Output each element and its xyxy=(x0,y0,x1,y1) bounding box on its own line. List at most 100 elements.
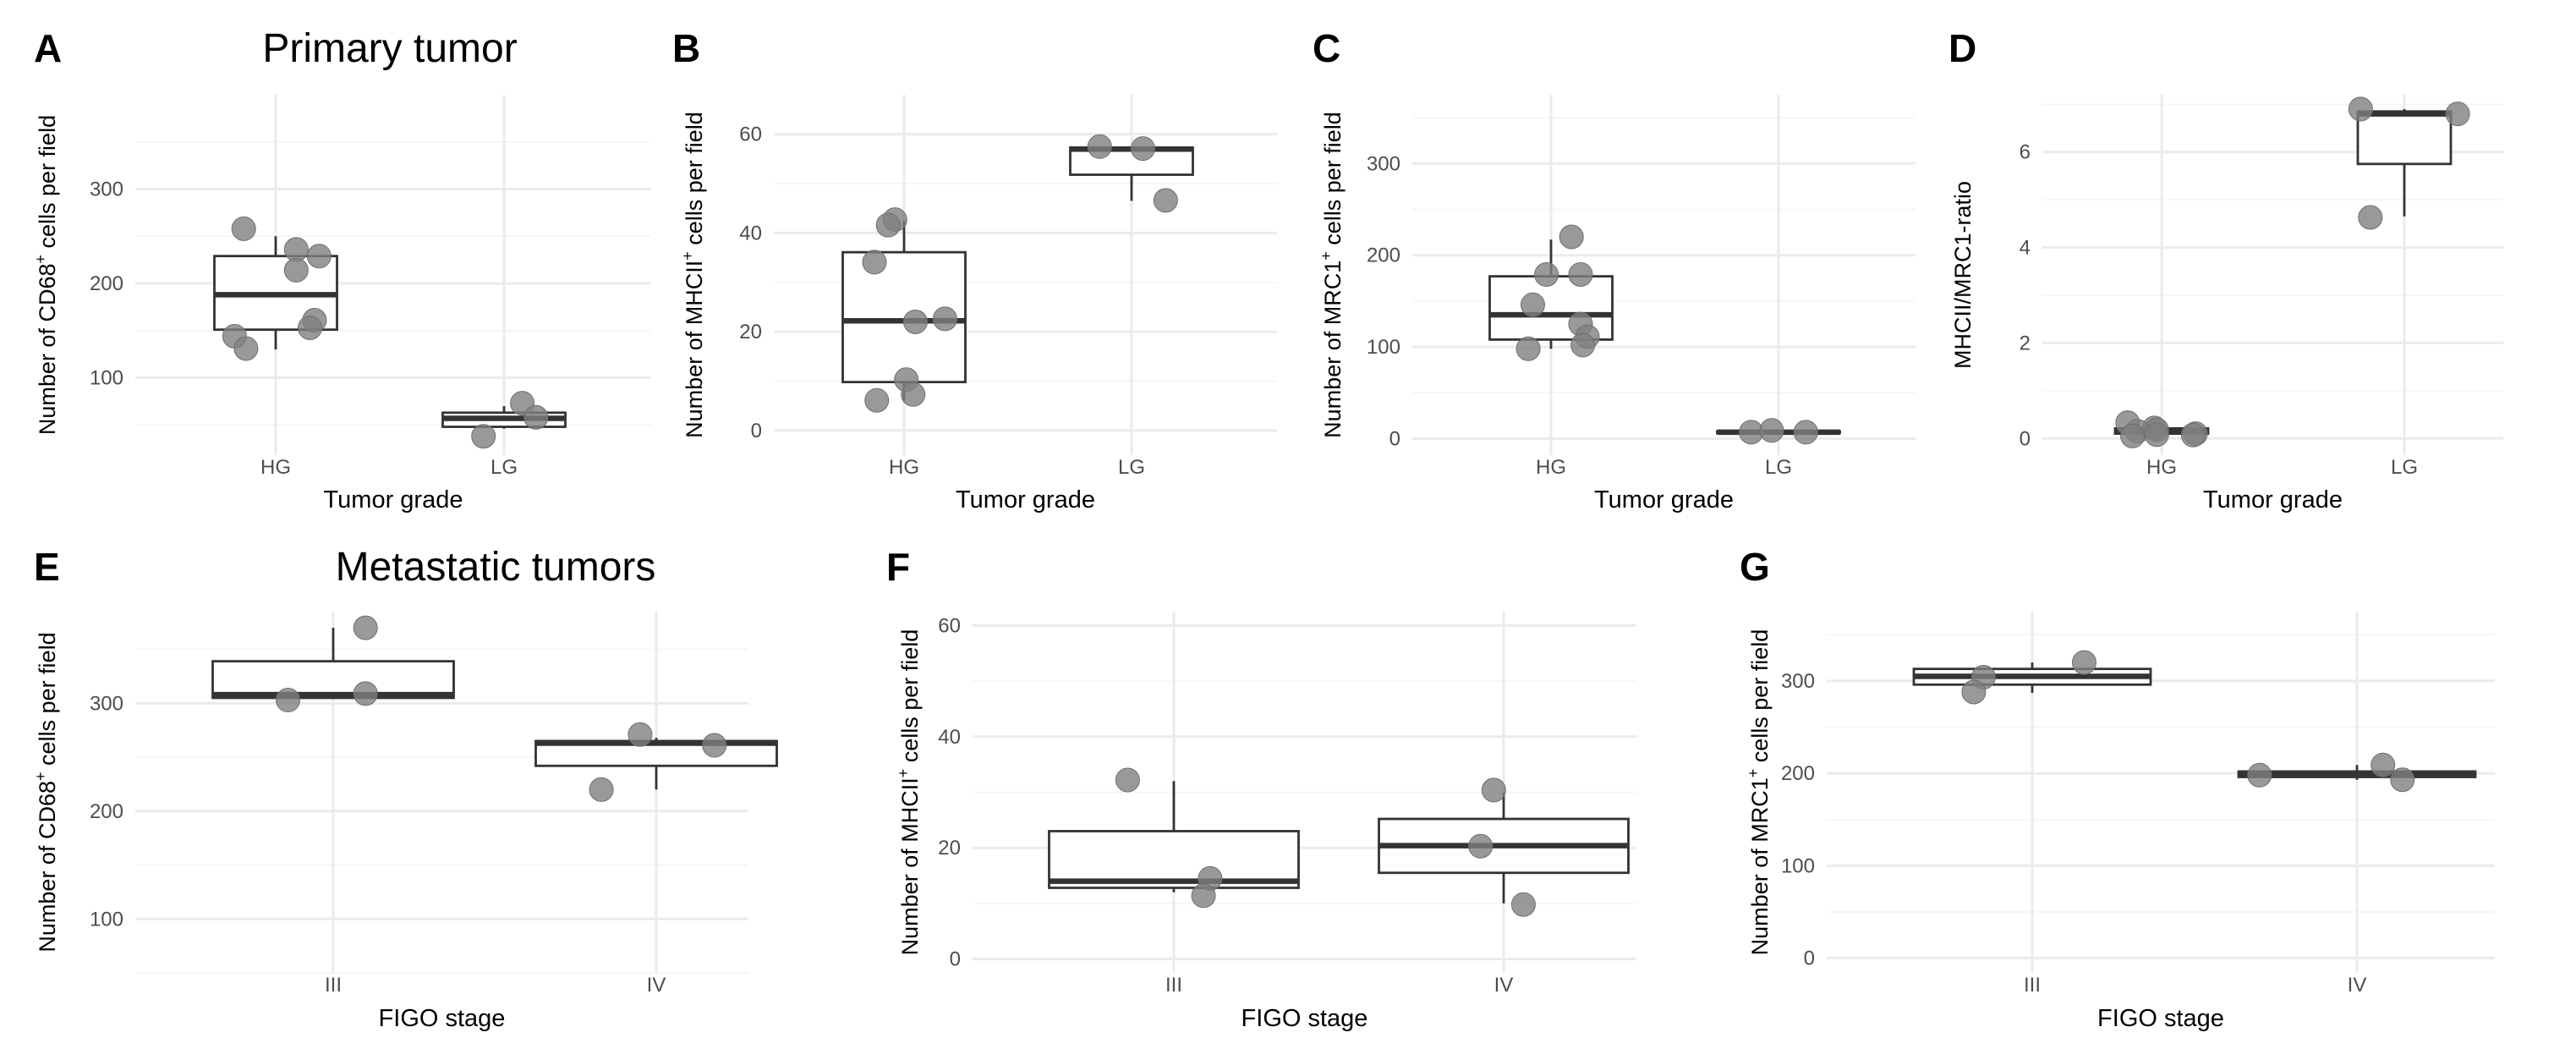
panel-letter-d: D xyxy=(1948,26,1976,70)
data-point xyxy=(283,257,309,283)
x-tick-label: HG xyxy=(260,456,291,479)
y-axis-label-suffix: cells per field xyxy=(1320,112,1346,251)
y-axis-label-text: MHCII/MRC1-ratio xyxy=(1950,181,1976,369)
y-tick-label: 0 xyxy=(1804,947,1815,970)
data-point xyxy=(1468,833,1494,859)
y-axis-label: Number of CD68+ cells per field xyxy=(32,632,60,952)
data-point xyxy=(1481,777,1506,803)
data-point xyxy=(628,722,653,747)
y-axis-label-suffix: cells per field xyxy=(35,115,60,255)
data-point xyxy=(2247,762,2272,788)
y-tick-label: 2 xyxy=(2020,332,2031,354)
panel-letter-f: F xyxy=(886,545,910,589)
y-axis-label-text: Number of MRC1 xyxy=(1320,261,1346,438)
data-point xyxy=(1570,332,1596,358)
data-point xyxy=(2358,205,2383,230)
data-point xyxy=(1961,679,1987,705)
y-axis-label: Number of MHCII+ cells per field xyxy=(679,112,707,438)
data-point xyxy=(1793,420,1818,445)
y-tick-label: 60 xyxy=(739,124,762,146)
x-tick-label: HG xyxy=(889,456,919,479)
x-tick-label: HG xyxy=(2146,456,2177,479)
y-axis-label-suffix: cells per field xyxy=(35,632,60,772)
data-point xyxy=(1191,883,1216,909)
y-tick-label: 100 xyxy=(1367,336,1400,359)
panel-letter-g: G xyxy=(1740,545,1770,589)
x-axis-label: FIGO stage xyxy=(1241,1005,1368,1032)
y-axis-label-text: Number of CD68 xyxy=(35,264,60,436)
data-point xyxy=(1153,188,1178,213)
x-tick-label: IV xyxy=(2348,974,2367,997)
y-tick-label: 300 xyxy=(90,692,123,715)
panel-letter-c: C xyxy=(1313,26,1340,70)
panel-f: 0 20 40 60 III IV F FIGO stage Number of MHCII+ … xyxy=(886,545,1636,1032)
y-axis-label-suffix: cells per field xyxy=(1747,629,1773,769)
panel-c: 0 100 200 300 HG LG C Tumor grade Number of MRC1… xyxy=(1313,26,1916,514)
data-point xyxy=(864,387,890,413)
data-point xyxy=(233,336,259,361)
panel-b: 0 20 40 60 HG LG B Tumor grade Number of MHCII+ … xyxy=(672,26,1277,514)
y-axis-label-superscript: + xyxy=(679,251,696,261)
y-tick-label: 200 xyxy=(1367,244,1400,267)
data-point xyxy=(2348,96,2373,122)
y-axis-label-text: Number of MHCII xyxy=(682,261,707,438)
data-point xyxy=(1510,892,1536,917)
y-tick-label: 100 xyxy=(90,908,123,931)
y-tick-label: 100 xyxy=(90,367,123,390)
y-tick-label: 40 xyxy=(739,222,762,244)
y-tick-label: 200 xyxy=(1781,762,1815,785)
data-point xyxy=(1130,136,1155,162)
data-point xyxy=(353,681,378,706)
metastatic-tumors-title: Metastatic tumors xyxy=(336,545,656,590)
data-point xyxy=(298,315,322,340)
data-point xyxy=(283,237,309,262)
x-axis-label: Tumor grade xyxy=(1594,486,1734,514)
y-tick-label: 200 xyxy=(90,272,123,295)
data-point xyxy=(2370,752,2396,777)
x-tick-label: LG xyxy=(1765,456,1792,479)
data-point xyxy=(901,382,926,407)
y-axis-label: MHCII/MRC1-ratio xyxy=(1950,181,1976,369)
y-tick-label: 4 xyxy=(2020,237,2031,260)
data-point xyxy=(353,615,378,640)
y-axis-label: Number of MHCII+ cells per field xyxy=(895,629,923,956)
y-axis-label-superscript: + xyxy=(1745,769,1762,778)
y-tick-label: 6 xyxy=(2020,141,2031,164)
y-tick-label: 0 xyxy=(950,948,961,971)
data-point xyxy=(1559,224,1584,250)
x-tick-label: HG xyxy=(1536,456,1566,479)
x-axis-label: Tumor grade xyxy=(324,486,463,514)
y-tick-label: 200 xyxy=(90,800,123,823)
panel-d: 0 2 4 6 HG LG D Tumor grade MHCII/MRC1-ratio xyxy=(1948,26,2503,514)
x-tick-label: IV xyxy=(647,974,666,997)
data-point xyxy=(902,309,928,334)
x-tick-label: LG xyxy=(2391,456,2418,479)
panel-a: 100 200 300 HG LG A Tumor grade Number of CD68+… xyxy=(32,26,651,514)
data-point xyxy=(1515,336,1541,361)
data-point xyxy=(862,250,887,275)
box-III xyxy=(1048,830,1300,889)
y-axis-label-suffix: cells per field xyxy=(897,629,923,769)
x-tick-label: III xyxy=(2024,974,2041,997)
data-point xyxy=(2144,422,2169,448)
box-III xyxy=(211,660,455,700)
data-point xyxy=(1534,261,1559,287)
y-tick-label: 20 xyxy=(938,837,961,860)
data-point xyxy=(1520,292,1545,317)
data-point xyxy=(231,216,256,241)
data-point xyxy=(1115,767,1140,793)
panel-e: 100 200 300 III IV E FIGO stage Number of CD68+… xyxy=(32,545,778,1032)
panel-letter-a: A xyxy=(34,26,62,70)
data-point xyxy=(2445,102,2470,127)
data-point xyxy=(471,424,496,449)
y-tick-label: 40 xyxy=(938,726,961,749)
x-tick-label: LG xyxy=(491,456,518,479)
y-axis-label: Number of CD68+ cells per field xyxy=(32,115,60,435)
y-tick-label: 100 xyxy=(1781,854,1815,877)
data-point xyxy=(2120,423,2146,448)
data-point xyxy=(1087,134,1112,159)
data-point xyxy=(2180,422,2206,448)
data-point xyxy=(306,244,332,269)
x-tick-label: III xyxy=(325,974,342,997)
